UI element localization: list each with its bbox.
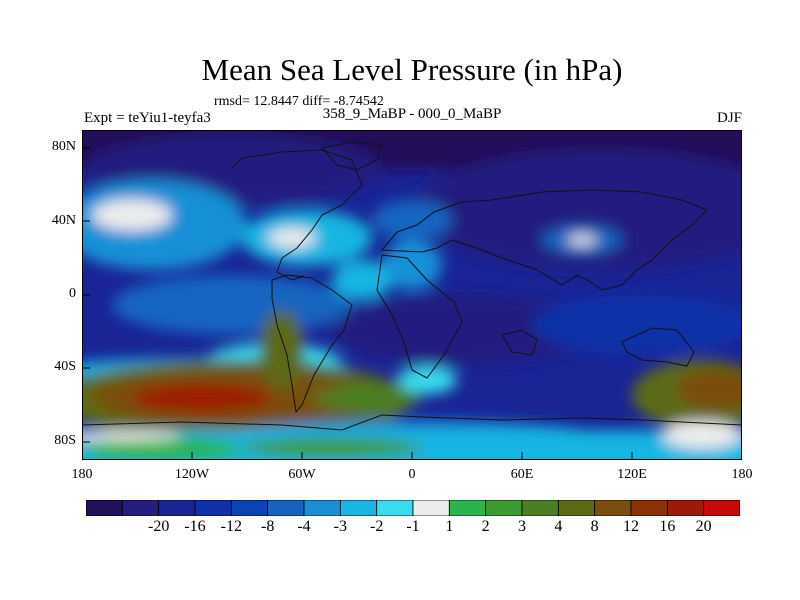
colorbar-swatch: [86, 500, 123, 516]
pressure-map: [82, 130, 742, 460]
lon-tick-label: 60W: [288, 467, 316, 482]
colorbar-label: 2: [481, 518, 490, 535]
colorbar-swatch: [194, 500, 232, 516]
colorbar: [86, 500, 740, 516]
colorbar-swatch: [703, 500, 740, 516]
lon-tick-label: 180: [731, 467, 753, 482]
pressure-field: [82, 130, 742, 460]
experiment-label: Expt = teYiu1-teyfa3: [84, 110, 211, 126]
colorbar-swatch: [230, 500, 269, 516]
colorbar-label: -8: [260, 518, 275, 535]
colorbar-swatch: [557, 500, 596, 516]
colorbar-label: -2: [369, 518, 384, 535]
lat-tick-label: 0: [69, 286, 76, 301]
colorbar-label: 1: [445, 518, 454, 535]
colorbar-label: 8: [590, 518, 599, 535]
colorbar-swatch: [666, 500, 705, 516]
statistics-label: rmsd= 12.8447 diff= -8.74542: [214, 94, 384, 109]
colorbar-label: -1: [406, 518, 420, 535]
map-ticks: [82, 147, 633, 460]
colorbar-swatch: [376, 500, 414, 516]
lon-tick-label: 120E: [617, 467, 647, 482]
colorbar-swatch: [303, 500, 341, 516]
colorbar-swatch: [630, 500, 668, 516]
colorbar-label: -12: [220, 518, 242, 535]
colorbar-label: -20: [147, 518, 170, 535]
colorbar-swatch: [485, 500, 523, 516]
colorbar-label: -4: [297, 518, 311, 535]
colorbar-swatch: [448, 500, 487, 516]
colorbar-label: 20: [695, 518, 712, 535]
colorbar-swatch: [158, 500, 196, 516]
colorbar-swatch: [594, 500, 632, 516]
colorbar-swatch: [121, 500, 160, 516]
plot-title: Mean Sea Level Pressure (in hPa): [201, 52, 623, 87]
lat-tick-label: 40N: [51, 212, 76, 228]
colorbar-label: -16: [184, 518, 206, 535]
lat-tick-label: 80S: [54, 432, 76, 448]
colorbar-swatch: [521, 500, 559, 516]
lon-tick-label: 60E: [510, 467, 534, 482]
coastlines: [82, 141, 742, 431]
colorbar-label: -3: [333, 518, 347, 535]
lon-tick-label: 0: [408, 467, 416, 482]
lat-tick-label: 40S: [54, 359, 76, 375]
lon-tick-label: 180: [71, 467, 93, 482]
colorbar-swatch: [267, 500, 305, 516]
colorbar-swatch: [339, 500, 378, 516]
colorbar-swatch: [412, 500, 450, 516]
lat-tick-label: 80N: [51, 139, 76, 155]
lon-tick-label: 120W: [174, 467, 210, 482]
colorbar-label: 3: [518, 518, 526, 535]
colorbar-label: 16: [659, 518, 676, 535]
colorbar-label: 12: [623, 518, 639, 535]
season-label: DJF: [716, 110, 742, 126]
colorbar-label: 4: [554, 518, 563, 535]
comparison-subtitle: 358_9_MaBP - 000_0_MaBP: [322, 106, 502, 122]
